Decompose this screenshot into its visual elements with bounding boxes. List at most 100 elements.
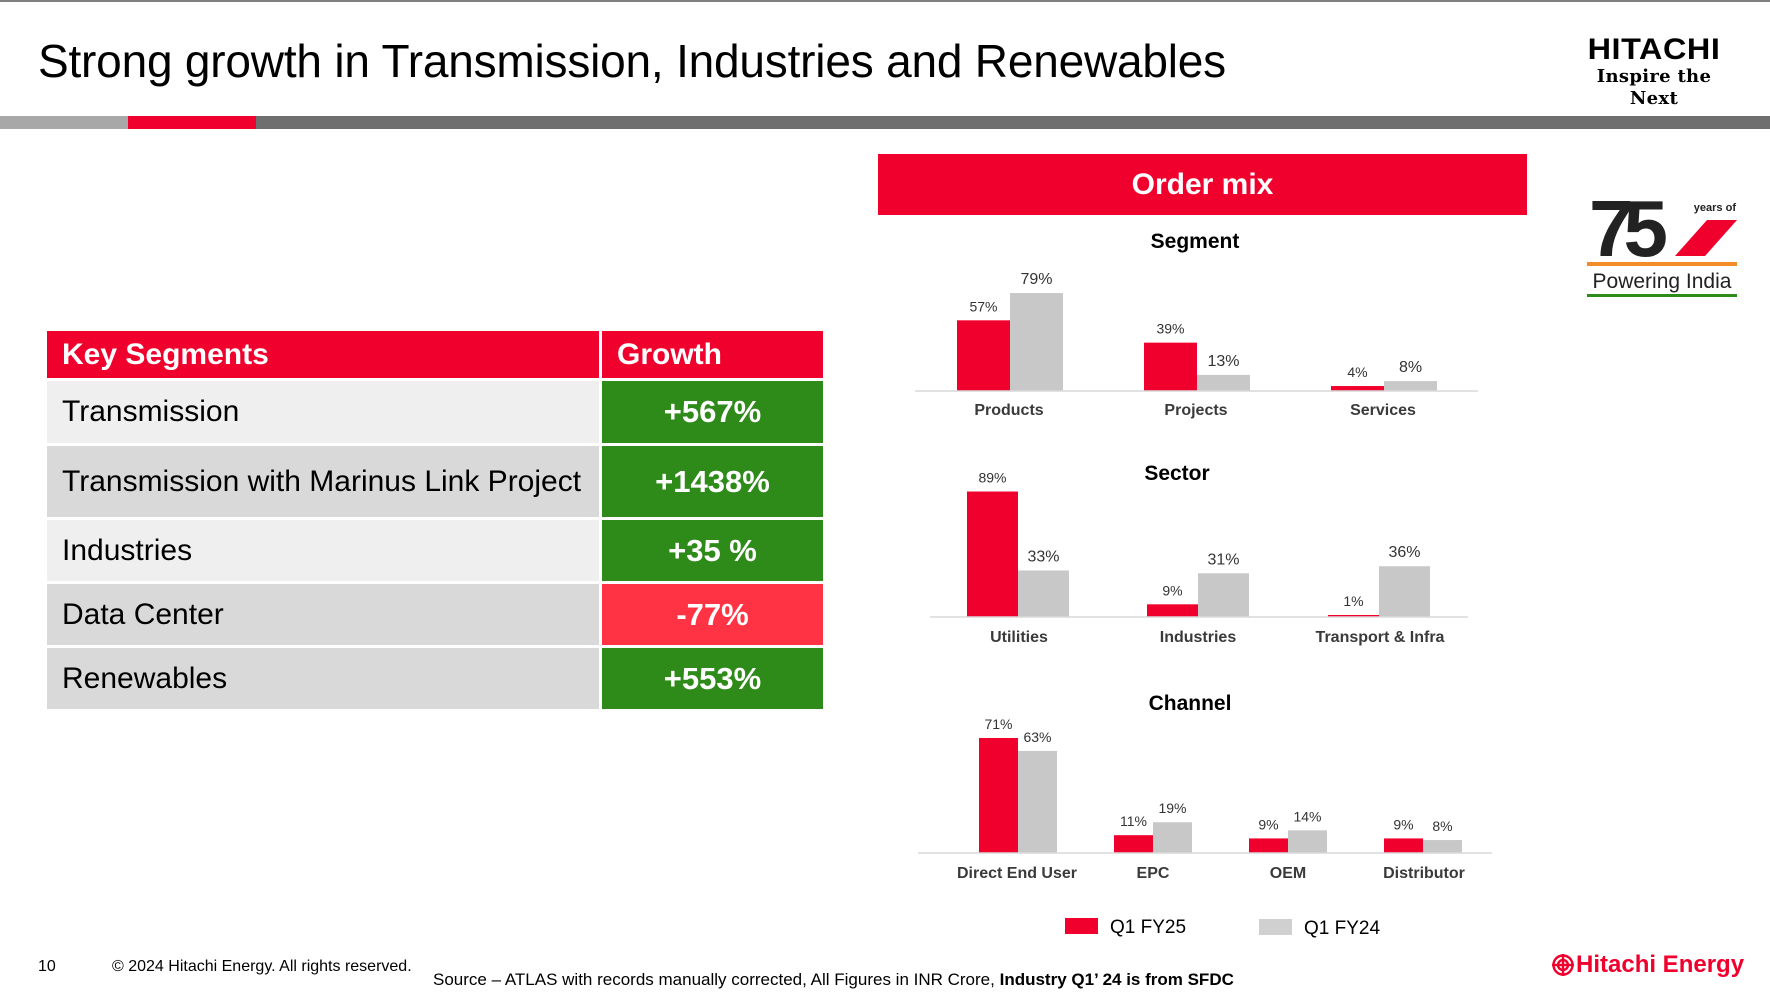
bar xyxy=(1249,838,1288,853)
bar-data-label: 33% xyxy=(1027,548,1059,565)
legend-label: Q1 FY24 xyxy=(1304,918,1380,939)
hitachi-energy-logo: Hitachi Energy xyxy=(1552,951,1744,979)
bar-data-label: 71% xyxy=(984,716,1012,732)
hitachi-logo-wordmark: HITACHI xyxy=(1587,33,1721,66)
bar xyxy=(1144,342,1197,391)
category-label: Transport & Infra xyxy=(1316,629,1445,646)
table-row: Renewables +553% xyxy=(47,648,823,709)
segment-cell: Transmission with Marinus Link Project xyxy=(47,446,599,517)
badge-slash-icon xyxy=(1675,220,1737,256)
hitachi-logo: HITACHI Inspire the Next xyxy=(1571,34,1737,110)
bar-data-label: 9% xyxy=(1393,816,1413,832)
bar-data-label: 11% xyxy=(1120,813,1147,829)
bar xyxy=(1114,835,1153,853)
chart-title: Segment xyxy=(1151,230,1240,253)
source-note-text: Source – ATLAS with records manually cor… xyxy=(433,970,995,989)
header-bar-grey-segment xyxy=(0,116,128,129)
bar xyxy=(1198,573,1249,617)
bar xyxy=(1010,293,1063,391)
chart-title: Sector xyxy=(1144,462,1209,485)
segment-cell: Renewables xyxy=(47,648,599,709)
table-row: Industries +35 % xyxy=(47,520,823,581)
legend-label: Q1 FY25 xyxy=(1110,917,1186,938)
key-segments-table: Key Segments Growth Transmission +567% T… xyxy=(47,331,823,709)
badge-green-stripe xyxy=(1587,294,1737,297)
bar-data-label: 1% xyxy=(1343,593,1363,609)
legend-swatch xyxy=(1065,918,1098,934)
slide-title: Strong growth in Transmission, Industrie… xyxy=(38,35,1226,87)
bar xyxy=(1379,566,1430,617)
bar xyxy=(1288,830,1327,853)
header-divider-bar xyxy=(0,116,1770,129)
header-growth: Growth xyxy=(602,331,823,378)
badge-saffron-stripe xyxy=(1587,262,1737,266)
bar-data-label: 79% xyxy=(1020,271,1052,288)
segment-cell: Data Center xyxy=(47,584,599,645)
bar-data-label: 31% xyxy=(1207,551,1239,568)
growth-cell: +1438% xyxy=(602,446,823,517)
table-row: Data Center -77% xyxy=(47,584,823,645)
header-key-segments: Key Segments xyxy=(47,331,599,378)
category-label: Projects xyxy=(1164,402,1227,419)
key-segments-header-row: Key Segments Growth xyxy=(47,331,823,378)
growth-cell: +567% xyxy=(602,381,823,443)
category-label: Industries xyxy=(1160,629,1237,646)
category-label: Direct End User xyxy=(957,865,1077,882)
category-label: OEM xyxy=(1270,865,1306,882)
bar-data-label: 57% xyxy=(969,298,997,314)
bar xyxy=(1328,615,1379,617)
hitachi-energy-emblem-icon xyxy=(1552,954,1574,976)
badge-number: 75 xyxy=(1589,188,1666,273)
bar-data-label: 19% xyxy=(1158,800,1186,816)
source-note: Source – ATLAS with records manually cor… xyxy=(433,970,1234,990)
header-bar-red-segment xyxy=(128,116,256,129)
bar xyxy=(1018,570,1069,617)
legend-swatch xyxy=(1259,919,1292,935)
bar xyxy=(1384,838,1423,853)
growth-cell: +35 % xyxy=(602,520,823,581)
order-mix-banner: Order mix xyxy=(878,154,1527,215)
bar xyxy=(1197,374,1250,391)
bar xyxy=(957,320,1010,391)
bar xyxy=(1384,381,1437,391)
bar xyxy=(1331,386,1384,391)
category-label: Distributor xyxy=(1383,865,1465,882)
bar-data-label: 9% xyxy=(1258,816,1278,832)
bar xyxy=(1147,604,1198,617)
hitachi-energy-wordmark: Hitachi Energy xyxy=(1576,951,1745,978)
hitachi-logo-tagline: Inspire the Next xyxy=(1596,66,1712,109)
category-label: Products xyxy=(974,402,1043,419)
growth-cell: -77% xyxy=(602,584,823,645)
bar-data-label: 14% xyxy=(1293,808,1321,824)
source-note-bold: Industry Q1’ 24 is from SFDC xyxy=(999,970,1234,989)
table-row: Transmission with Marinus Link Project +… xyxy=(47,446,823,517)
bar-data-label: 9% xyxy=(1162,582,1182,598)
growth-cell: +553% xyxy=(602,648,823,709)
chart-title: Channel xyxy=(1149,692,1232,715)
75-years-badge: 75 years of Powering India xyxy=(1587,188,1737,297)
bar xyxy=(1423,840,1462,853)
bar-data-label: 63% xyxy=(1023,729,1051,745)
bar-data-label: 8% xyxy=(1432,818,1452,834)
bar xyxy=(1153,822,1192,853)
bar-data-label: 8% xyxy=(1399,359,1422,376)
bar-data-label: 36% xyxy=(1388,544,1420,561)
category-label: EPC xyxy=(1137,865,1170,882)
bar-data-label: 4% xyxy=(1347,364,1367,380)
segment-cell: Transmission xyxy=(47,381,599,443)
bar xyxy=(967,491,1018,617)
bar xyxy=(979,737,1018,853)
copyright-text: © 2024 Hitachi Energy. All rights reserv… xyxy=(112,958,412,975)
bar-data-label: 89% xyxy=(978,470,1006,486)
bar-data-label: 39% xyxy=(1156,321,1184,337)
top-rule xyxy=(0,0,1770,2)
category-label: Utilities xyxy=(990,629,1048,646)
bar xyxy=(1018,750,1057,853)
table-row: Transmission +567% xyxy=(47,381,823,443)
badge-years-text: years of xyxy=(1694,202,1737,214)
category-label: Services xyxy=(1350,402,1416,419)
bar-data-label: 13% xyxy=(1207,353,1239,370)
page-number: 10 xyxy=(38,958,56,975)
segment-cell: Industries xyxy=(47,520,599,581)
